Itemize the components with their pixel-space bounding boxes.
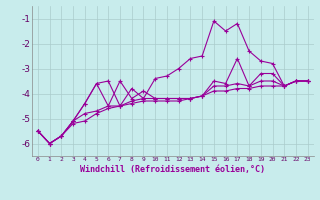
X-axis label: Windchill (Refroidissement éolien,°C): Windchill (Refroidissement éolien,°C) xyxy=(80,165,265,174)
